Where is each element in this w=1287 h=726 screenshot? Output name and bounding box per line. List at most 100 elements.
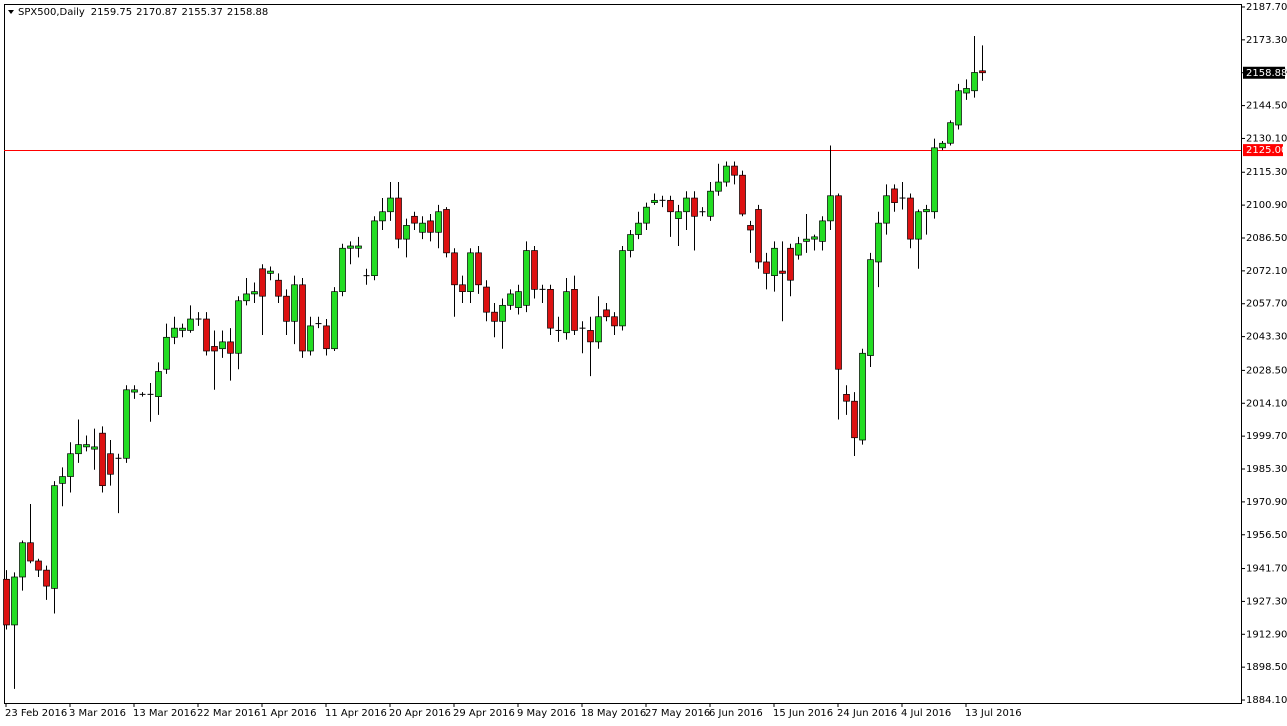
y-tick-label: 2043.30 xyxy=(1246,332,1287,343)
price-label: 2158.88 xyxy=(1246,68,1287,79)
candle-body xyxy=(299,284,306,352)
y-tick-label: 1884.10 xyxy=(1246,695,1287,706)
candle-body xyxy=(595,316,602,343)
x-tick-label: 4 Jul 2016 xyxy=(901,708,951,719)
y-tick-label: 2086.50 xyxy=(1246,233,1287,244)
candle-body xyxy=(283,295,290,322)
candle-body xyxy=(203,318,210,352)
candle-body xyxy=(523,250,530,306)
candle-body xyxy=(835,195,842,370)
candle-body xyxy=(11,576,18,626)
candle-body xyxy=(371,220,378,277)
candle-body xyxy=(587,330,594,343)
high-value: 2170.87 xyxy=(136,7,177,18)
candle-body xyxy=(923,209,930,213)
candle-body xyxy=(3,578,10,626)
candle-body xyxy=(227,341,234,354)
y-tick-label: 2115.30 xyxy=(1246,167,1287,178)
candle-body xyxy=(467,252,474,292)
candle-body xyxy=(691,197,698,217)
candle-body xyxy=(235,300,242,354)
candle-body xyxy=(955,90,962,126)
x-tick-label: 13 Mar 2016 xyxy=(133,708,196,719)
candle-body xyxy=(907,197,914,240)
candle-body xyxy=(947,122,954,144)
x-tick-label: 23 Feb 2016 xyxy=(5,708,67,719)
candle-body xyxy=(779,270,786,274)
chart-title: SPX500,Daily xyxy=(18,7,85,18)
x-tick-label: 11 Apr 2016 xyxy=(325,708,387,719)
hline-label-box xyxy=(1243,144,1283,157)
y-tick-label: 2014.10 xyxy=(1246,398,1287,409)
candle-body xyxy=(251,291,258,295)
candle-body xyxy=(867,259,874,356)
x-tick-label: 29 Apr 2016 xyxy=(453,708,515,719)
candle-body xyxy=(75,444,82,455)
candle-body xyxy=(427,220,434,233)
x-tick-label: 1 Apr 2016 xyxy=(261,708,316,719)
candle-body xyxy=(35,560,42,571)
candle-body xyxy=(379,211,386,222)
candle-body xyxy=(155,371,162,397)
candle-body xyxy=(619,250,626,327)
x-tick-label: 9 May 2016 xyxy=(517,708,576,719)
y-tick-label: 2144.50 xyxy=(1246,101,1287,112)
candle-body xyxy=(99,432,106,487)
candle-body xyxy=(859,352,866,441)
candle-body xyxy=(643,206,650,224)
candle-body xyxy=(715,181,722,192)
candle-body xyxy=(827,195,834,222)
candle-body xyxy=(219,341,226,350)
candle-body xyxy=(683,197,690,213)
candle-body xyxy=(259,268,266,297)
y-tick-label: 1912.90 xyxy=(1246,629,1287,640)
price-label-box xyxy=(1243,66,1285,79)
candle-body xyxy=(179,327,186,331)
x-tick-label: 3 Mar 2016 xyxy=(69,708,126,719)
candle-body xyxy=(19,542,26,578)
candle-body xyxy=(91,446,98,450)
candle-body xyxy=(971,72,978,92)
candle-body xyxy=(563,291,570,334)
y-tick-label: 1927.30 xyxy=(1246,596,1287,607)
menu-arrow[interactable] xyxy=(8,10,14,14)
y-tick-label: 2100.90 xyxy=(1246,200,1287,211)
candle-body xyxy=(387,197,394,213)
candle-body xyxy=(499,304,506,322)
close-value: 2158.88 xyxy=(227,7,268,18)
candle-body xyxy=(355,245,362,249)
candle-body xyxy=(83,444,90,448)
x-tick-label: 22 Mar 2016 xyxy=(197,708,260,719)
candle-body xyxy=(731,165,738,176)
candle-body xyxy=(395,197,402,240)
candle-body xyxy=(443,209,450,254)
y-tick-label: 1970.90 xyxy=(1246,497,1287,508)
candle-body xyxy=(875,222,882,263)
candle-body xyxy=(323,325,330,350)
y-tick-label: 1999.70 xyxy=(1246,431,1287,442)
y-tick-label: 1898.50 xyxy=(1246,662,1287,673)
candle-body xyxy=(635,222,642,235)
candle-body xyxy=(243,293,250,302)
candle-body xyxy=(851,400,858,439)
candle-body xyxy=(515,291,522,308)
candle-body xyxy=(939,142,946,149)
candle-body xyxy=(491,311,498,322)
candle-body xyxy=(675,211,682,219)
candle-body xyxy=(291,284,298,322)
y-tick-label: 2173.30 xyxy=(1246,35,1287,46)
x-tick-label: 18 May 2016 xyxy=(581,708,646,719)
low-value: 2155.37 xyxy=(182,7,223,18)
y-tick-label: 2028.50 xyxy=(1246,365,1287,376)
candle-body xyxy=(435,211,442,233)
y-tick-label: 2187.70 xyxy=(1246,2,1287,13)
candle-body xyxy=(771,247,778,277)
x-tick-label: 6 Jun 2016 xyxy=(709,708,763,719)
x-tick-label: 13 Jul 2016 xyxy=(965,708,1022,719)
candle-body xyxy=(171,327,178,338)
candle-body xyxy=(483,286,490,313)
candle-body xyxy=(755,209,762,263)
x-tick-label: 20 Apr 2016 xyxy=(389,708,451,719)
